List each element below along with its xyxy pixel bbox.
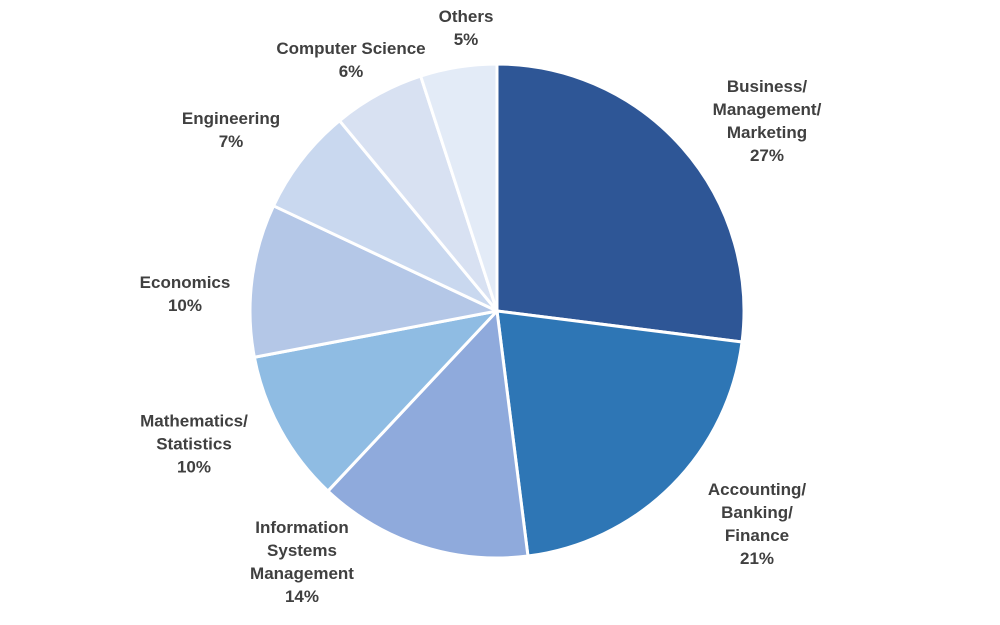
slice-label-line: 7% xyxy=(218,132,244,151)
slice-label-line: Mathematics/ xyxy=(140,411,248,431)
slice-label-line: Economics xyxy=(139,273,231,292)
slice-label-engineering: Engineering 7% xyxy=(182,107,280,153)
pie-slice-accounting-banking-finance xyxy=(495,309,744,558)
pie-slice-others xyxy=(419,62,499,313)
slice-label-line: 14% xyxy=(284,587,320,606)
slice-label-line: Information xyxy=(255,518,349,537)
slice-label-line: Management xyxy=(250,564,354,583)
slice-label-business-management-marketing: Business/Management/Marketing 27% xyxy=(713,75,822,167)
slice-label-line: Engineering xyxy=(181,109,281,128)
slice-label-line: 10% xyxy=(167,296,203,315)
slice-label-line: Finance xyxy=(724,526,790,545)
slice-label-line: 21% xyxy=(739,549,775,568)
slice-label-computer-science: Computer Science 6% xyxy=(276,37,425,83)
slice-label-line: Banking/ xyxy=(721,503,793,522)
slice-label-line: 6% xyxy=(338,62,364,81)
pie-slice-information-systems-management xyxy=(326,309,530,560)
slice-label-accounting-banking-finance: Accounting/Banking/Finance 21% xyxy=(708,478,806,570)
slice-label-information-systems-management: Information Systems Management 14% xyxy=(250,516,354,608)
slice-label-others: Others 5% xyxy=(439,5,494,51)
pie-slice-engineering xyxy=(272,119,499,313)
slice-label-line: Accounting/ xyxy=(707,480,807,499)
pie-slice-business-management-marketing xyxy=(495,62,746,344)
slice-label-economics: Economics 10% xyxy=(140,271,231,317)
slice-label-line: 10% xyxy=(176,457,212,477)
slice-label-line: Statistics xyxy=(156,434,232,454)
slice-label-line: Business/ xyxy=(726,77,808,96)
slice-label-line: Management/ xyxy=(712,100,822,119)
slice-label-line: Marketing xyxy=(726,123,808,142)
slice-label-line: Computer Science xyxy=(276,39,426,58)
pie-slice-economics xyxy=(248,204,499,359)
slice-label-line: 27% xyxy=(749,146,785,165)
slice-label-line: Others xyxy=(438,7,494,26)
slice-label-line: 5% xyxy=(453,30,479,49)
slice-label-line: Systems xyxy=(267,541,337,560)
slice-label-mathematics-statistics: Mathematics/Statistics 10% xyxy=(140,410,248,479)
pie-slice-mathematics-statistics xyxy=(252,309,499,493)
